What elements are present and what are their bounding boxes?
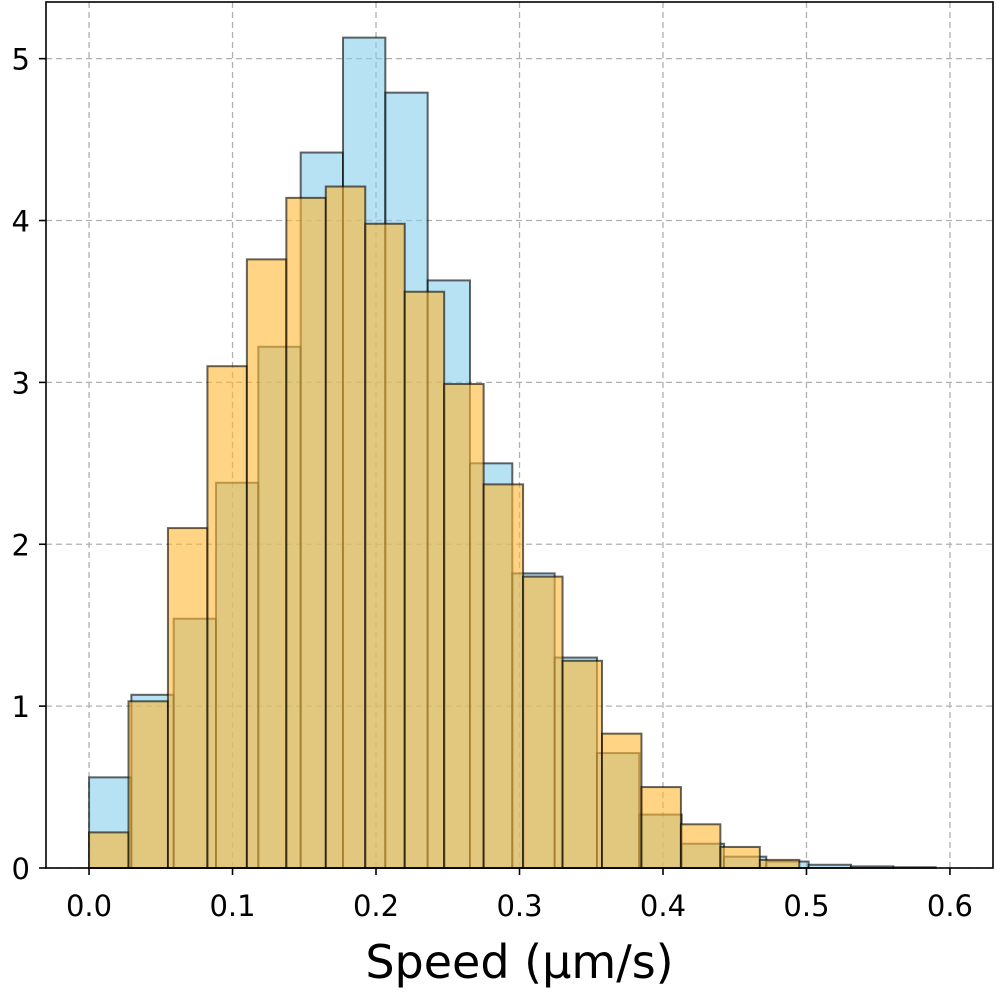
y-tick-label: 5	[12, 43, 30, 77]
y-tick-label: 3	[12, 366, 30, 400]
histogram-bar-series-2	[601, 732, 643, 870]
y-tick-label: 4	[12, 205, 30, 239]
histogram-bar-series-2	[403, 290, 446, 869]
histogram-bar-series-2	[482, 483, 525, 869]
histogram-bar-series-2	[561, 659, 604, 870]
y-tick-label: 1	[12, 690, 30, 724]
histogram-bar-series-2	[285, 196, 327, 869]
histogram-bar-series-2	[443, 383, 485, 869]
histogram-bar-series-2	[166, 527, 209, 869]
x-tick-label: 0.5	[783, 889, 829, 923]
histogram-bar-series-2	[640, 786, 682, 870]
histogram-bar-series-2	[719, 845, 761, 870]
x-tick-label: 0.2	[353, 889, 399, 923]
x-tick-label: 0.1	[209, 889, 255, 923]
axis-ticks: 0.0 0.1 0.2 0.3 0.4 0.5 0.6 0 1 2 3 4 5	[12, 43, 973, 923]
x-tick-label: 0.4	[640, 889, 686, 923]
histogram-bar-series-2	[206, 365, 248, 869]
histogram-bar-series-2	[522, 575, 564, 869]
y-tick-label: 2	[12, 528, 30, 562]
x-tick-label: 0.6	[927, 889, 973, 923]
histogram-bars	[88, 36, 937, 870]
histogram-bar-series-2	[88, 831, 130, 870]
histogram-bar-series-2	[364, 222, 406, 869]
histogram-bar-series-2	[679, 823, 722, 870]
y-tick-label: 0	[12, 852, 30, 886]
x-tick-label: 0.0	[66, 889, 112, 923]
x-axis-label: Speed (μm/s)	[365, 935, 673, 989]
x-tick-label: 0.3	[496, 889, 542, 923]
histogram-bar-series-2	[758, 858, 801, 870]
histogram-bar-series-2	[127, 700, 169, 870]
histogram-bar-series-2	[324, 185, 367, 870]
histogram-bar-series-2	[245, 258, 288, 869]
